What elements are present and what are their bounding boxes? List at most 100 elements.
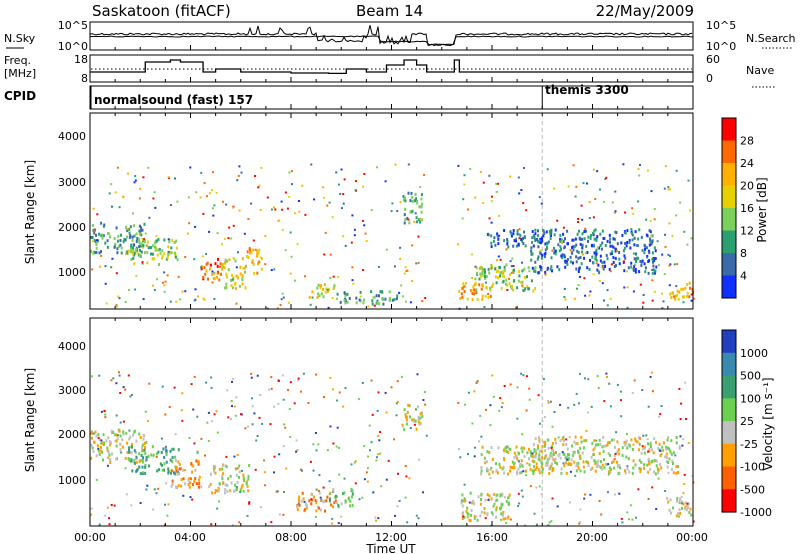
data-cell — [538, 449, 541, 453]
data-cell — [572, 450, 575, 454]
data-cell — [586, 182, 588, 185]
data-cell — [519, 234, 522, 238]
data-cell — [516, 232, 519, 236]
data-cell — [631, 207, 634, 210]
data-cell — [591, 255, 594, 259]
colorbar-swatch — [722, 330, 736, 354]
data-cell — [614, 210, 617, 213]
data-cell — [562, 462, 565, 465]
data-cell — [131, 238, 134, 242]
data-cell — [116, 239, 119, 243]
data-cell — [139, 229, 142, 233]
data-cell — [678, 499, 681, 503]
data-cell — [563, 255, 566, 259]
data-cell — [118, 371, 120, 374]
data-cell — [559, 439, 562, 442]
data-cell — [619, 466, 622, 470]
data-cell — [647, 498, 650, 500]
data-cell — [177, 484, 180, 487]
data-cell — [498, 214, 501, 217]
data-cell — [133, 262, 136, 266]
data-cell — [460, 499, 463, 503]
data-cell — [505, 248, 508, 251]
data-cell — [492, 282, 495, 286]
data-cell — [522, 242, 525, 245]
data-cell — [154, 245, 156, 249]
data-cell — [171, 447, 173, 451]
velocity-panel-frame — [89, 317, 694, 527]
data-cell — [189, 166, 192, 169]
data-cell — [413, 423, 416, 426]
data-cell — [521, 280, 524, 284]
data-cell — [480, 497, 482, 501]
data-cell — [138, 229, 141, 233]
data-cell — [390, 210, 393, 213]
data-cell — [675, 214, 678, 217]
data-cell — [573, 245, 576, 249]
data-cell — [144, 465, 147, 469]
data-cell — [524, 244, 527, 248]
data-cell — [301, 184, 304, 187]
data-cell — [563, 464, 566, 468]
data-cell — [626, 270, 629, 273]
data-cell — [606, 239, 609, 243]
freq-series-line — [90, 59, 693, 75]
data-cell — [209, 267, 211, 271]
data-cell — [592, 243, 595, 247]
data-cell — [175, 469, 178, 473]
data-cell — [279, 304, 282, 306]
data-cell — [685, 508, 688, 512]
noise-search-line — [89, 35, 694, 46]
data-cell — [518, 471, 521, 475]
data-cell — [586, 411, 589, 414]
data-cell — [379, 452, 382, 455]
data-cell — [317, 292, 320, 296]
data-cell — [490, 446, 493, 449]
data-cell — [676, 465, 679, 468]
data-cell — [613, 438, 616, 442]
data-cell — [682, 301, 685, 304]
data-cell — [528, 387, 531, 390]
data-cell — [641, 445, 644, 448]
data-cell — [610, 438, 613, 442]
data-cell — [419, 185, 422, 188]
data-cell — [601, 467, 604, 471]
data-cell — [469, 519, 472, 523]
data-cell — [382, 298, 385, 301]
data-cell — [651, 486, 654, 489]
data-cell — [94, 240, 97, 243]
data-cell — [205, 253, 208, 255]
data-cell — [246, 484, 249, 488]
data-cell — [101, 236, 104, 240]
data-cell — [601, 241, 604, 245]
colorbar-swatch — [722, 140, 736, 164]
data-cell — [206, 195, 208, 198]
data-cell — [622, 163, 625, 166]
data-cell — [154, 249, 157, 252]
data-cell — [237, 174, 240, 177]
data-cell — [572, 164, 575, 167]
data-cell — [187, 196, 190, 199]
data-cell — [466, 297, 469, 301]
data-cell — [474, 281, 477, 285]
data-cell — [200, 266, 203, 269]
data-cell — [417, 417, 420, 421]
data-cell — [278, 453, 281, 456]
data-cell — [153, 257, 156, 261]
data-cell — [668, 457, 671, 461]
data-cell — [562, 226, 565, 229]
data-cell — [629, 246, 632, 250]
data-cell — [371, 413, 374, 416]
data-cell — [208, 230, 211, 233]
data-cell — [418, 205, 421, 209]
data-cell — [663, 273, 666, 276]
data-cell — [674, 294, 677, 298]
data-cell — [669, 511, 672, 515]
data-cell — [481, 272, 484, 275]
data-cell — [168, 240, 171, 244]
data-cell — [256, 374, 259, 377]
data-cell — [163, 462, 166, 466]
data-cell — [575, 462, 578, 466]
data-cell — [343, 291, 346, 295]
data-cell — [686, 283, 689, 286]
